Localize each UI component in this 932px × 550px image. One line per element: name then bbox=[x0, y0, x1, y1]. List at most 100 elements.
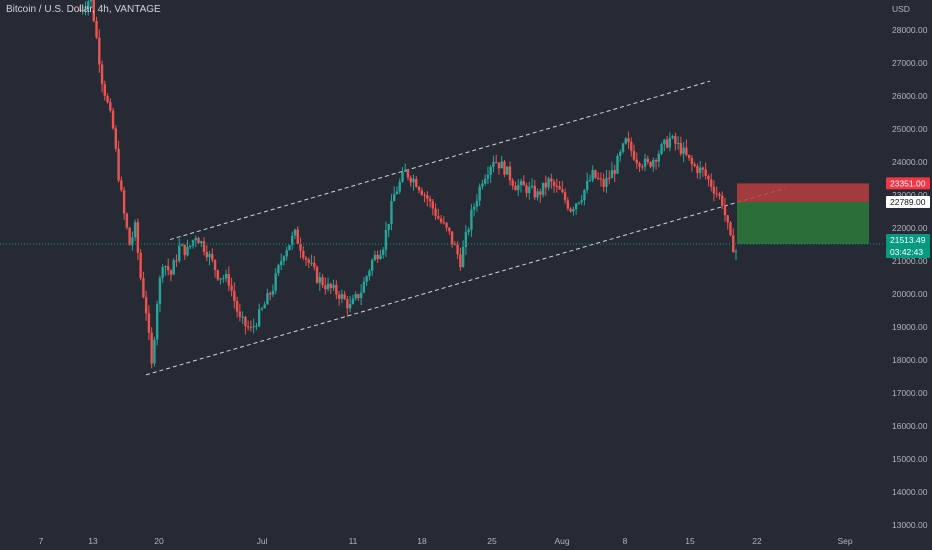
candle-body bbox=[508, 166, 512, 181]
candle-body bbox=[707, 175, 710, 180]
candle-body bbox=[470, 209, 473, 230]
candle-body bbox=[315, 266, 319, 283]
candle-body bbox=[472, 206, 476, 210]
channel-lower-line[interactable] bbox=[145, 187, 786, 376]
candle-body bbox=[89, 0, 93, 2]
candle-body bbox=[381, 249, 385, 255]
candle-body bbox=[274, 273, 277, 291]
candle-body bbox=[495, 161, 498, 163]
candle-body bbox=[709, 179, 713, 187]
candle-body bbox=[536, 191, 539, 198]
candle-body bbox=[696, 166, 699, 174]
candle-body bbox=[260, 308, 264, 310]
candle-body bbox=[453, 243, 457, 245]
candle-body bbox=[555, 185, 559, 187]
candle-body bbox=[161, 267, 164, 278]
candle-body bbox=[456, 244, 459, 255]
short-position-tool[interactable] bbox=[737, 183, 869, 245]
candle-body bbox=[619, 151, 622, 156]
candle-body bbox=[335, 284, 338, 295]
candle-body bbox=[632, 150, 636, 160]
candle-body bbox=[324, 285, 327, 290]
candle-body bbox=[431, 201, 435, 209]
candle-body bbox=[489, 166, 492, 175]
candle-body bbox=[299, 243, 302, 251]
x-tick-label: 22 bbox=[752, 536, 762, 546]
candle-body bbox=[379, 254, 382, 260]
candle-body bbox=[682, 147, 685, 154]
x-tick-label: Sep bbox=[837, 536, 852, 546]
x-tick-label: 8 bbox=[623, 536, 628, 546]
candle-body bbox=[671, 136, 674, 138]
candle-body bbox=[459, 254, 462, 268]
price-tag-text: 03:42:43 bbox=[890, 247, 923, 257]
candle-body bbox=[591, 170, 594, 181]
candle-body bbox=[605, 177, 608, 187]
candle-body bbox=[544, 182, 548, 188]
candle-body bbox=[652, 159, 655, 167]
candle-body bbox=[95, 20, 98, 38]
candle-body bbox=[616, 155, 619, 174]
candle-body bbox=[293, 229, 297, 236]
candle-body bbox=[136, 222, 140, 253]
candle-body bbox=[178, 245, 181, 261]
price-tag-stop: 23351.00 bbox=[886, 177, 930, 190]
candle-body bbox=[442, 222, 446, 224]
candle-body bbox=[585, 180, 589, 190]
candle-body bbox=[337, 294, 341, 299]
candle-body bbox=[390, 201, 393, 224]
price-tag-last: 21513.49 bbox=[886, 234, 930, 247]
candle-body bbox=[478, 186, 481, 201]
candle-body bbox=[734, 251, 738, 253]
candle-body bbox=[213, 259, 217, 271]
candle-body bbox=[106, 95, 109, 103]
candle-body bbox=[467, 229, 470, 233]
candle-body bbox=[194, 237, 197, 241]
candle-body bbox=[359, 292, 363, 299]
candle-body bbox=[189, 245, 192, 247]
candle-body bbox=[679, 143, 683, 154]
candle-body bbox=[307, 259, 310, 263]
candle-body bbox=[393, 194, 396, 202]
channel-upper-line[interactable] bbox=[169, 80, 711, 241]
stop-loss-zone[interactable] bbox=[737, 183, 869, 202]
candle-body bbox=[558, 186, 561, 190]
candle-body bbox=[437, 216, 440, 219]
take-profit-zone[interactable] bbox=[737, 201, 869, 245]
candle-body bbox=[197, 237, 200, 244]
candle-body bbox=[500, 161, 503, 169]
price-tag-text: 23351.00 bbox=[890, 178, 926, 188]
candle-body bbox=[461, 246, 465, 268]
x-tick-label: 25 bbox=[487, 536, 497, 546]
candle-body bbox=[103, 84, 107, 96]
candle-body bbox=[158, 277, 162, 305]
candle-body bbox=[511, 180, 514, 186]
x-tick-label: 20 bbox=[154, 536, 164, 546]
currency-label: USD bbox=[892, 4, 910, 14]
candle-body bbox=[321, 277, 324, 286]
price-axis[interactable]: USD 13000.00 14000.00 15000.00 16000.00 17000… bbox=[892, 4, 928, 530]
candle-body bbox=[415, 178, 418, 187]
candle-body bbox=[492, 161, 495, 167]
candle-body bbox=[280, 261, 283, 266]
candle-body bbox=[547, 178, 550, 188]
candle-body bbox=[649, 161, 652, 167]
candle-body bbox=[729, 222, 732, 236]
candle-body bbox=[401, 172, 404, 182]
candle-body bbox=[346, 299, 349, 309]
candle-body bbox=[288, 244, 291, 251]
candle-body bbox=[354, 294, 357, 299]
candle-body bbox=[235, 301, 239, 312]
time-axis[interactable]: 7 13 20 Jul 11 18 25 Aug 8 15 22 Sep bbox=[39, 536, 853, 546]
candle-body bbox=[423, 194, 426, 196]
candle-body bbox=[348, 304, 352, 309]
y-tick-label: 13000.00 bbox=[892, 520, 928, 530]
candle-body bbox=[224, 274, 228, 279]
trend-channel[interactable] bbox=[145, 80, 786, 376]
candle-body bbox=[638, 163, 641, 167]
candle-body bbox=[81, 10, 84, 12]
candle-body bbox=[291, 235, 294, 245]
candle-body bbox=[621, 143, 625, 152]
candle-body bbox=[530, 185, 534, 187]
